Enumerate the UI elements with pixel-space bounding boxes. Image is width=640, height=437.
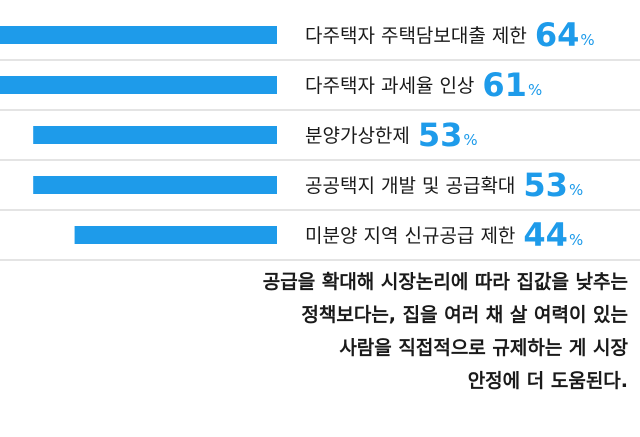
category-label: 미분양 지역 신규공급 제한 <box>305 225 515 247</box>
footnote-line: 사람을 직접적으로 규제하는 게 시장 <box>339 337 628 359</box>
unit-label: % <box>569 181 583 199</box>
value-label: 61 <box>482 66 527 104</box>
bar-chart: 다주택자 주택담보대출 제한 64 % 다주택자 과세율 인상 61 % 분양가상한제 53%… <box>0 16 640 261</box>
footnote-line: 공급을 확대해 시장논리에 따라 집값을 낮추는 <box>262 271 628 293</box>
bar <box>0 26 277 44</box>
category-label: 다주택자 과세율 인상 <box>305 75 474 97</box>
value-label: 53 <box>523 166 568 204</box>
category-label: 공공택지 개발 및 공급확대 <box>305 175 515 197</box>
value-label: 53 <box>418 116 463 154</box>
value-label: 44 <box>523 216 568 254</box>
unit-label: % <box>463 131 477 149</box>
category-label: 분양가상한제 <box>305 125 410 147</box>
unit-label: % <box>580 31 594 49</box>
footnote-line: 정책보다는, 집을 여러 채 살 여력이 있는 <box>301 304 628 326</box>
bar <box>33 126 278 144</box>
bar <box>74 226 277 244</box>
bar <box>0 76 278 94</box>
footnote-line: 안정에 더 도움된다. <box>467 370 628 392</box>
value-label: 64 <box>535 16 580 54</box>
unit-label: % <box>569 231 583 249</box>
unit-label: % <box>528 81 542 99</box>
category-label: 다주택자 주택담보대출 제한 <box>305 25 527 47</box>
bar <box>33 176 278 194</box>
footnote: 공급을 확대해 시장논리에 따라 집값을 낮추는 정책보다는, 집을 여러 채 … <box>68 266 628 398</box>
